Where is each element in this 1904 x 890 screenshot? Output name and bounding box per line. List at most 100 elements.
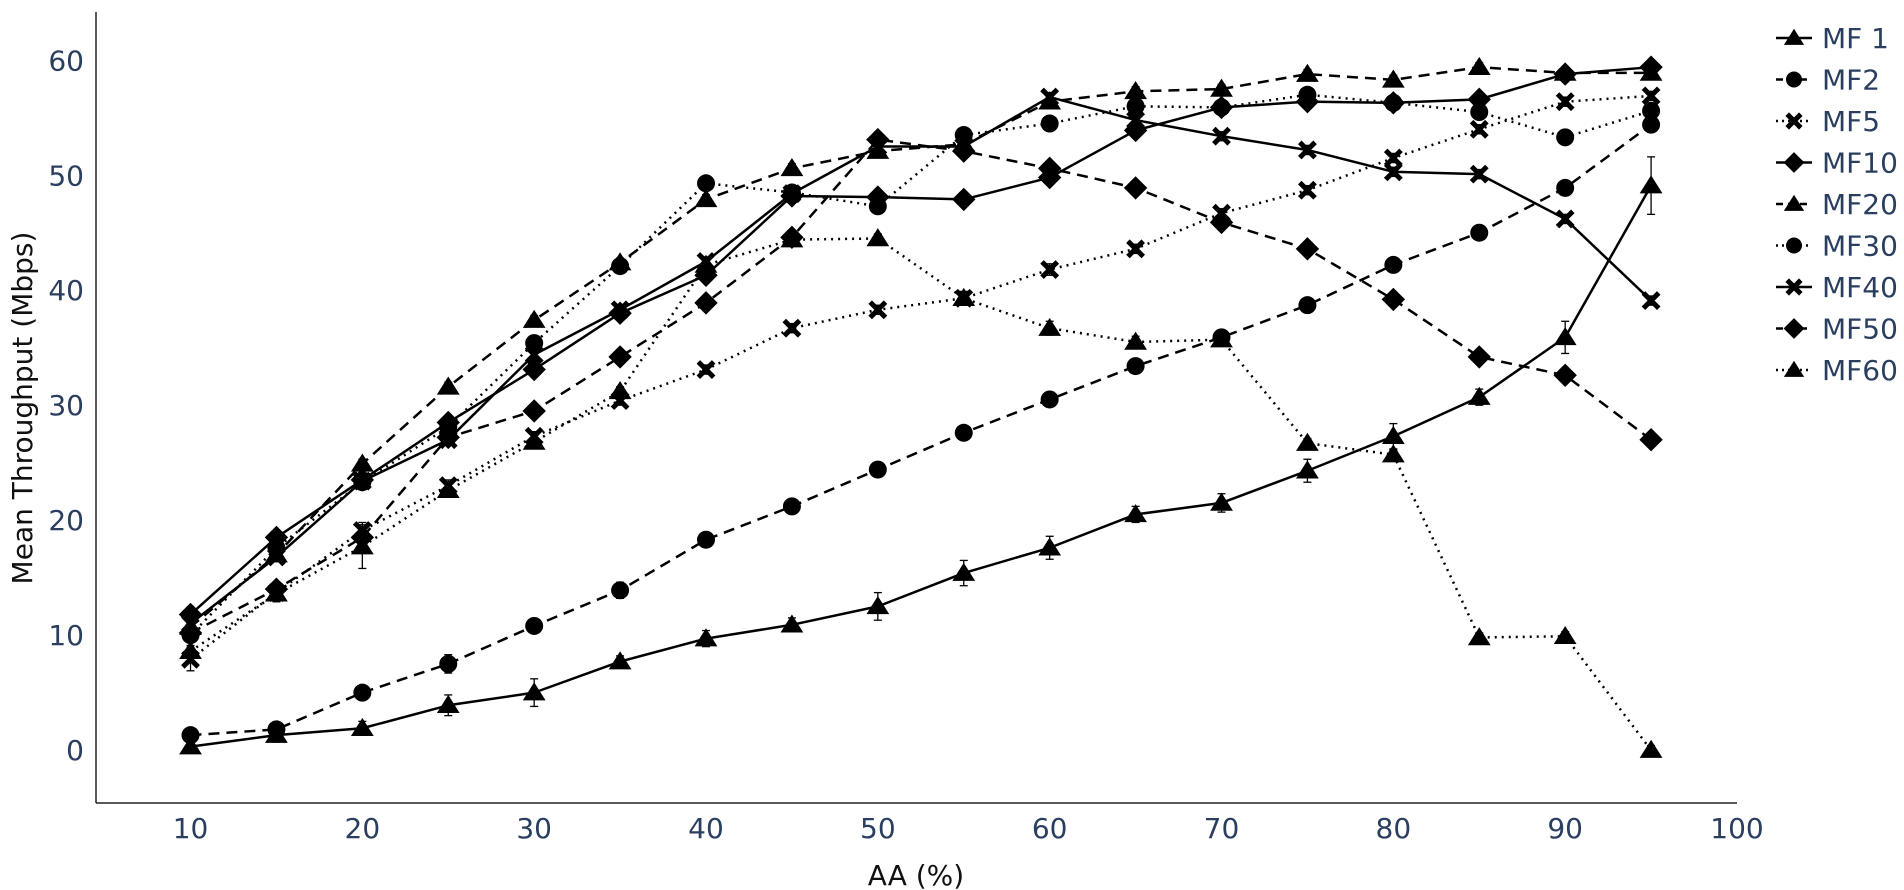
data-point: [1298, 180, 1317, 200]
data-point: [952, 139, 976, 163]
series-mf60: [179, 228, 1663, 758]
data-point: [608, 345, 632, 369]
data-point: [694, 628, 718, 647]
data-point: [1210, 492, 1233, 511]
data-point: [522, 357, 546, 382]
legend-label: MF10: [1822, 147, 1898, 180]
data-point-stroke: [1469, 119, 1489, 139]
data-point: [267, 547, 286, 567]
data-point: [611, 581, 630, 600]
data-point: [1384, 255, 1403, 274]
data-point: [1785, 112, 1803, 130]
data-point: [1296, 63, 1319, 82]
y-tick-label: 50: [48, 159, 84, 192]
data-point: [780, 158, 804, 177]
series-line: [189, 138, 1652, 634]
data-point: [1467, 386, 1491, 405]
data-point: [1038, 537, 1062, 556]
series-line: [189, 95, 1652, 625]
data-point: [1469, 119, 1489, 139]
data-point: [1126, 110, 1146, 130]
data-point: [952, 562, 976, 581]
data-point: [1038, 317, 1062, 336]
x-tick-label: 80: [1376, 812, 1412, 845]
data-point: [436, 694, 460, 714]
legend-label: MF50: [1822, 313, 1898, 346]
data-point-stroke: [1555, 209, 1575, 229]
y-tick-label: 20: [48, 504, 84, 537]
legend-item: MF2: [1776, 64, 1880, 97]
data-point: [694, 291, 718, 315]
legend-label: MF20: [1822, 188, 1898, 221]
data-point: [1298, 85, 1317, 104]
data-point: [952, 187, 976, 212]
data-point: [694, 189, 718, 208]
data-point: [1639, 62, 1663, 81]
data-point: [1639, 427, 1663, 452]
x-tick-label: 30: [516, 812, 552, 845]
data-point: [1556, 178, 1575, 197]
data-point-stroke: [1126, 239, 1146, 259]
data-point: [352, 471, 372, 491]
data-point: [1037, 156, 1062, 181]
data-point: [694, 254, 718, 273]
data-point: [1783, 28, 1805, 45]
x-tick-label: 100: [1710, 812, 1763, 845]
series-line: [190, 184, 1653, 748]
series-line: [189, 93, 1652, 637]
data-point: [1467, 627, 1491, 646]
data-point: [1126, 239, 1146, 259]
legend-label: MF5: [1822, 105, 1880, 138]
data-point: [1381, 444, 1405, 463]
x-tick-label: 70: [1204, 812, 1240, 845]
data-point: [608, 381, 632, 400]
data-point: [436, 425, 460, 450]
data-point: [1556, 128, 1575, 147]
x-tick-label: 60: [1032, 812, 1068, 845]
x-tick-label: 50: [860, 812, 896, 845]
data-point-stroke: [524, 345, 544, 365]
data-point-stroke: [267, 547, 286, 567]
legend: MF 1 MF2 MF5 MF10 MF20 MF30 MF40 MF50 MF60: [1776, 22, 1898, 387]
data-point: [1383, 148, 1403, 168]
data-point: [1124, 80, 1147, 100]
data-point: [1785, 278, 1803, 296]
data-point-stroke: [352, 471, 372, 491]
series-line: [189, 65, 1652, 616]
legend-item: MF5: [1776, 105, 1880, 138]
data-point: [780, 614, 804, 633]
data-point: [178, 621, 203, 645]
data-point: [1126, 357, 1145, 376]
data-point: [522, 682, 546, 701]
data-point: [697, 530, 716, 549]
data-point: [1642, 115, 1661, 134]
series-mf5: [181, 86, 1661, 672]
data-point-stroke: [782, 184, 802, 204]
data-point: [436, 479, 460, 499]
legend-item: MF60: [1776, 354, 1898, 387]
data-point: [1210, 78, 1233, 97]
y-axis-title: Mean Throughput (Mbps): [6, 232, 39, 585]
data-point: [1553, 625, 1577, 645]
data-point: [1639, 739, 1663, 758]
x-tick-label: 90: [1547, 812, 1583, 845]
data-point: [1212, 98, 1231, 117]
data-point: [868, 197, 887, 216]
data-point: [1553, 363, 1577, 388]
data-point: [1298, 140, 1317, 160]
data-point-stroke: [1298, 180, 1317, 200]
data-point: [608, 651, 632, 670]
series-line: [189, 237, 1653, 751]
data-point: [1123, 118, 1148, 143]
data-point: [1381, 69, 1405, 88]
data-point: [1470, 103, 1489, 122]
series-mf30: [181, 85, 1661, 645]
data-point: [1384, 93, 1403, 112]
series-mf50: [178, 127, 1663, 645]
data-point: [1210, 329, 1233, 348]
data-point-stroke: [1785, 278, 1803, 296]
data-point: [1470, 223, 1489, 242]
data-point: [522, 431, 546, 450]
